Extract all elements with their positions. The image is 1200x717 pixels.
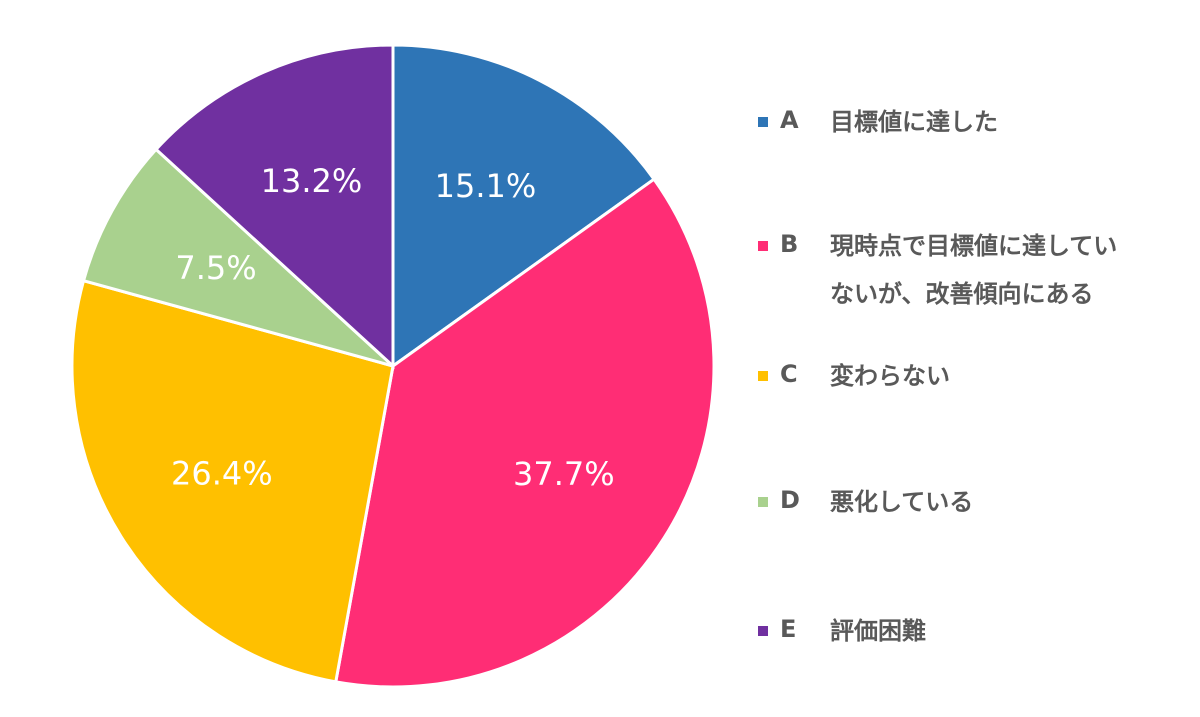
legend-label: 目標値に達した <box>830 108 998 136</box>
legend-letter: E <box>780 615 797 643</box>
legend-label: 変わらない <box>830 362 950 390</box>
legend-swatch <box>758 626 768 636</box>
legend-letter: B <box>780 230 799 258</box>
pie-slice-b <box>334 177 716 689</box>
legend-swatch <box>758 497 768 507</box>
legend-label: 評価困難 <box>830 617 926 645</box>
legend-letter: D <box>780 486 800 514</box>
legend-letter: A <box>780 106 799 134</box>
legend-swatch <box>758 241 768 251</box>
legend-label: 現時点で目標値に達していないが、改善傾向にある <box>830 232 1118 308</box>
data-label-c: 26.4% <box>171 455 273 493</box>
legend-swatch <box>758 117 768 127</box>
pie-slice-e <box>153 43 395 370</box>
data-label-e: 13.2% <box>261 162 363 200</box>
pie-slice-c <box>70 278 395 684</box>
legend-swatch <box>758 371 768 381</box>
data-label-d: 7.5% <box>175 249 256 287</box>
pie-slice-a <box>391 43 657 369</box>
pie-chart: 15.1% 37.7% 26.4% 7.5% 13.2% <box>70 43 716 689</box>
legend-label: 悪化している <box>830 488 974 516</box>
legend-letter: C <box>780 360 798 388</box>
data-label-b: 37.7% <box>513 455 615 493</box>
pie-slice-d <box>81 147 395 368</box>
data-label-a: 15.1% <box>435 167 537 205</box>
